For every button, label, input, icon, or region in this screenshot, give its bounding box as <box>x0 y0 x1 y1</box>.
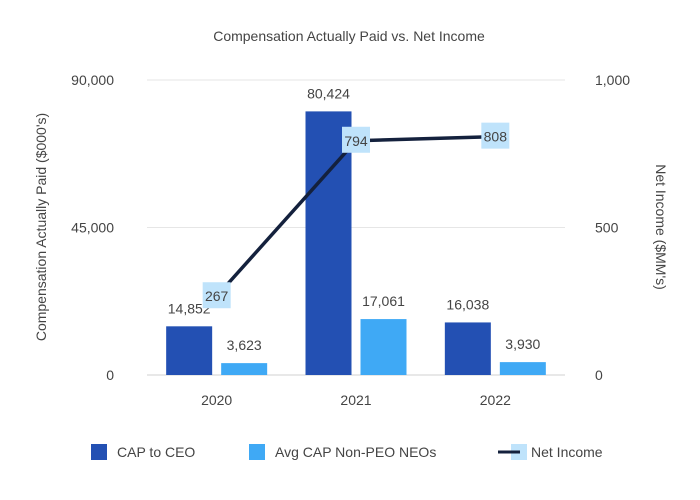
bar-label: 80,424 <box>307 85 350 101</box>
y-axis-right-label: Net Income ($MM's) <box>653 164 669 290</box>
bar-label: 17,061 <box>362 293 405 309</box>
x-tick-label: 2022 <box>480 392 511 408</box>
net-income-marker <box>202 282 231 309</box>
y-axis-left: 0 45,000 90,000 <box>71 72 114 383</box>
bar-label: 3,623 <box>227 337 262 353</box>
x-tick-label: 2021 <box>340 392 371 408</box>
net-income-line <box>215 134 496 298</box>
bar-cap-neo-2020 <box>221 363 268 375</box>
y-tick-left: 0 <box>106 367 114 383</box>
net-income-label: 794 <box>344 133 368 149</box>
y-axis-right: 0 500 1,000 <box>595 72 630 383</box>
x-axis: 2020 2021 2022 <box>201 392 511 408</box>
bar-label: 14,852 <box>168 300 211 316</box>
bar-label: 16,038 <box>446 296 489 312</box>
legend-swatch-cap-ceo <box>91 444 107 460</box>
net-income-marker <box>342 126 370 153</box>
gridlines <box>147 79 565 376</box>
y-axis-left-label: Compensation Actually Paid ($000's) <box>33 113 49 341</box>
y-tick-right: 500 <box>595 220 619 236</box>
legend: CAP to CEO Avg CAP Non-PEO NEOs Net Income <box>91 444 603 460</box>
net-income-label: 267 <box>205 288 229 304</box>
legend-label-net-income: Net Income <box>531 444 603 460</box>
bar-cap-ceo-2020 <box>166 326 213 375</box>
legend-label-cap-ceo: CAP to CEO <box>117 444 195 460</box>
bar-cap-neo-2021 <box>360 319 407 375</box>
bar-labels: 14,852 3,623 80,424 17,061 16,038 3,930 <box>168 85 541 353</box>
bar-cap-ceo-2022 <box>444 322 491 375</box>
y-tick-left: 45,000 <box>71 220 114 236</box>
bar-cap-neo-2022 <box>499 362 546 375</box>
bar-label: 3,930 <box>505 336 540 352</box>
x-tick-label: 2020 <box>201 392 232 408</box>
legend-swatch-cap-neo <box>249 444 265 460</box>
y-tick-right: 1,000 <box>595 72 630 88</box>
legend-label-cap-neo: Avg CAP Non-PEO NEOs <box>275 444 436 460</box>
y-tick-left: 90,000 <box>71 72 114 88</box>
y-tick-right: 0 <box>595 367 603 383</box>
net-income-label: 808 <box>484 129 508 145</box>
net-income-marker <box>481 122 510 149</box>
net-income-line-layer: 267 794 808 <box>202 122 510 309</box>
chart-title: Compensation Actually Paid vs. Net Incom… <box>213 28 485 44</box>
